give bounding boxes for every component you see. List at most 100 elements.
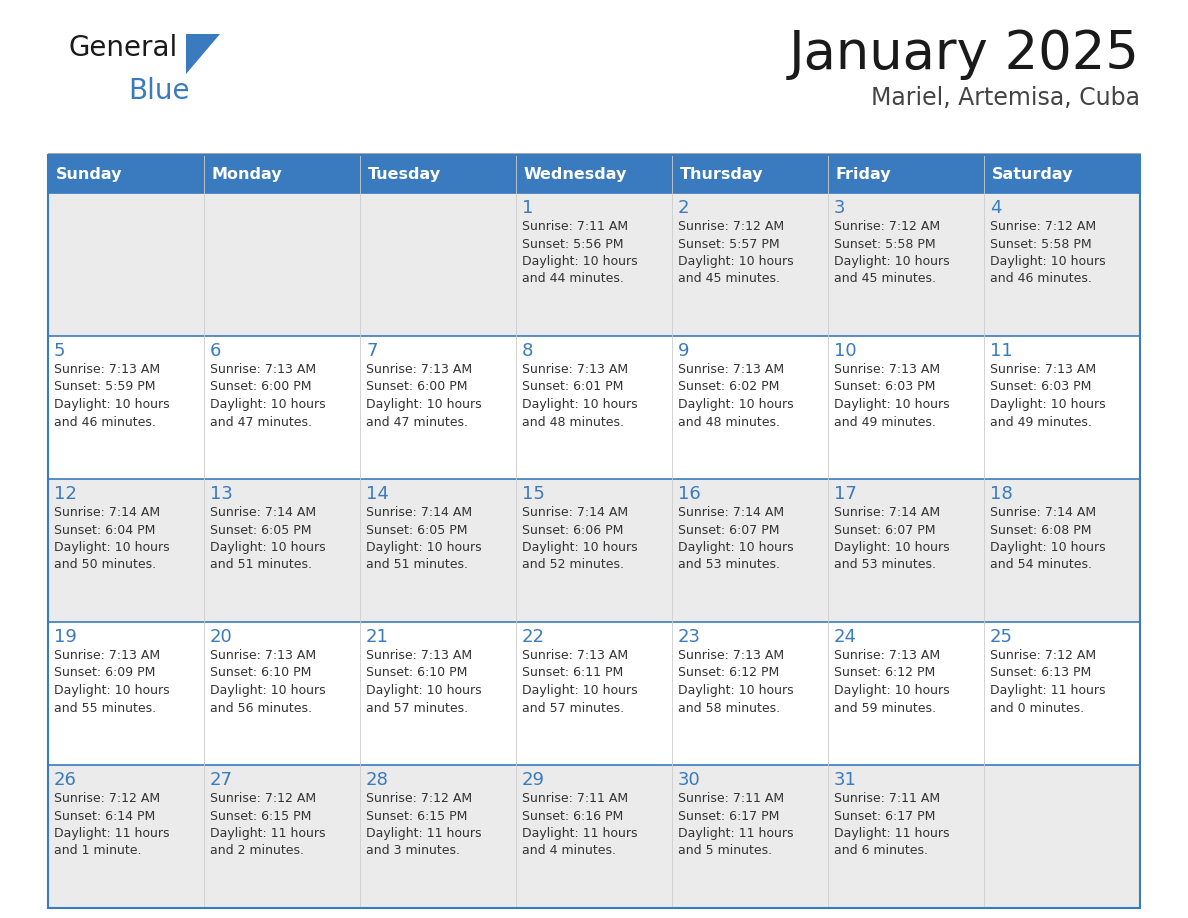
Text: 4: 4 <box>990 199 1001 217</box>
Text: 3: 3 <box>834 199 846 217</box>
Bar <box>828 336 984 479</box>
Bar <box>516 193 672 336</box>
Bar <box>984 622 1140 765</box>
Text: Sunrise: 7:13 AM
Sunset: 6:10 PM
Daylight: 10 hours
and 57 minutes.: Sunrise: 7:13 AM Sunset: 6:10 PM Dayligh… <box>366 649 481 714</box>
Text: Sunrise: 7:13 AM
Sunset: 6:11 PM
Daylight: 10 hours
and 57 minutes.: Sunrise: 7:13 AM Sunset: 6:11 PM Dayligh… <box>522 649 638 714</box>
Text: Sunrise: 7:13 AM
Sunset: 5:59 PM
Daylight: 10 hours
and 46 minutes.: Sunrise: 7:13 AM Sunset: 5:59 PM Dayligh… <box>53 363 170 429</box>
Text: 26: 26 <box>53 771 77 789</box>
Bar <box>48 155 1140 908</box>
Bar <box>828 622 984 765</box>
Text: Sunrise: 7:13 AM
Sunset: 6:12 PM
Daylight: 10 hours
and 59 minutes.: Sunrise: 7:13 AM Sunset: 6:12 PM Dayligh… <box>834 649 949 714</box>
Text: 1: 1 <box>522 199 533 217</box>
Text: 18: 18 <box>990 485 1012 503</box>
Text: Sunrise: 7:14 AM
Sunset: 6:06 PM
Daylight: 10 hours
and 52 minutes.: Sunrise: 7:14 AM Sunset: 6:06 PM Dayligh… <box>522 506 638 572</box>
Bar <box>672 479 828 622</box>
Text: Sunrise: 7:13 AM
Sunset: 6:03 PM
Daylight: 10 hours
and 49 minutes.: Sunrise: 7:13 AM Sunset: 6:03 PM Dayligh… <box>990 363 1106 429</box>
Text: Sunrise: 7:13 AM
Sunset: 6:12 PM
Daylight: 10 hours
and 58 minutes.: Sunrise: 7:13 AM Sunset: 6:12 PM Dayligh… <box>678 649 794 714</box>
Text: 23: 23 <box>678 628 701 646</box>
Bar <box>984 193 1140 336</box>
Bar <box>984 479 1140 622</box>
Text: Friday: Friday <box>836 166 891 182</box>
Text: 14: 14 <box>366 485 388 503</box>
Text: Sunrise: 7:14 AM
Sunset: 6:05 PM
Daylight: 10 hours
and 51 minutes.: Sunrise: 7:14 AM Sunset: 6:05 PM Dayligh… <box>210 506 326 572</box>
Text: 25: 25 <box>990 628 1013 646</box>
Text: Sunrise: 7:13 AM
Sunset: 6:00 PM
Daylight: 10 hours
and 47 minutes.: Sunrise: 7:13 AM Sunset: 6:00 PM Dayligh… <box>210 363 326 429</box>
Text: Tuesday: Tuesday <box>368 166 441 182</box>
Bar <box>204 622 360 765</box>
Bar <box>360 336 516 479</box>
Text: General: General <box>68 34 177 62</box>
Bar <box>48 193 204 336</box>
Bar <box>360 479 516 622</box>
Text: Sunrise: 7:11 AM
Sunset: 5:56 PM
Daylight: 10 hours
and 44 minutes.: Sunrise: 7:11 AM Sunset: 5:56 PM Dayligh… <box>522 220 638 285</box>
Text: 19: 19 <box>53 628 77 646</box>
Text: 5: 5 <box>53 342 65 360</box>
Text: January 2025: January 2025 <box>789 28 1140 80</box>
Text: 8: 8 <box>522 342 533 360</box>
Text: Sunrise: 7:13 AM
Sunset: 6:00 PM
Daylight: 10 hours
and 47 minutes.: Sunrise: 7:13 AM Sunset: 6:00 PM Dayligh… <box>366 363 481 429</box>
Text: 9: 9 <box>678 342 689 360</box>
Bar <box>360 622 516 765</box>
Text: Sunrise: 7:14 AM
Sunset: 6:08 PM
Daylight: 10 hours
and 54 minutes.: Sunrise: 7:14 AM Sunset: 6:08 PM Dayligh… <box>990 506 1106 572</box>
Bar <box>672 193 828 336</box>
Bar <box>360 765 516 908</box>
Text: 21: 21 <box>366 628 388 646</box>
Text: Sunrise: 7:13 AM
Sunset: 6:03 PM
Daylight: 10 hours
and 49 minutes.: Sunrise: 7:13 AM Sunset: 6:03 PM Dayligh… <box>834 363 949 429</box>
Text: Sunrise: 7:11 AM
Sunset: 6:17 PM
Daylight: 11 hours
and 6 minutes.: Sunrise: 7:11 AM Sunset: 6:17 PM Dayligh… <box>834 792 949 857</box>
Text: Sunrise: 7:11 AM
Sunset: 6:16 PM
Daylight: 11 hours
and 4 minutes.: Sunrise: 7:11 AM Sunset: 6:16 PM Dayligh… <box>522 792 638 857</box>
Bar <box>48 155 204 193</box>
Text: 12: 12 <box>53 485 77 503</box>
Text: Sunrise: 7:13 AM
Sunset: 6:10 PM
Daylight: 10 hours
and 56 minutes.: Sunrise: 7:13 AM Sunset: 6:10 PM Dayligh… <box>210 649 326 714</box>
Text: Mariel, Artemisa, Cuba: Mariel, Artemisa, Cuba <box>871 86 1140 110</box>
Text: Sunrise: 7:14 AM
Sunset: 6:07 PM
Daylight: 10 hours
and 53 minutes.: Sunrise: 7:14 AM Sunset: 6:07 PM Dayligh… <box>678 506 794 572</box>
Bar <box>516 622 672 765</box>
Bar <box>516 336 672 479</box>
Text: Sunrise: 7:14 AM
Sunset: 6:07 PM
Daylight: 10 hours
and 53 minutes.: Sunrise: 7:14 AM Sunset: 6:07 PM Dayligh… <box>834 506 949 572</box>
Text: Wednesday: Wednesday <box>524 166 627 182</box>
Bar <box>828 155 984 193</box>
Bar <box>828 479 984 622</box>
Bar <box>984 765 1140 908</box>
Text: Monday: Monday <box>211 166 283 182</box>
Text: Sunrise: 7:13 AM
Sunset: 6:09 PM
Daylight: 10 hours
and 55 minutes.: Sunrise: 7:13 AM Sunset: 6:09 PM Dayligh… <box>53 649 170 714</box>
Bar <box>360 155 516 193</box>
Text: 10: 10 <box>834 342 857 360</box>
Text: 28: 28 <box>366 771 388 789</box>
Text: 30: 30 <box>678 771 701 789</box>
Text: 29: 29 <box>522 771 545 789</box>
Bar <box>204 193 360 336</box>
Text: 31: 31 <box>834 771 857 789</box>
Bar <box>672 765 828 908</box>
Bar <box>516 155 672 193</box>
Bar <box>828 765 984 908</box>
Bar <box>672 336 828 479</box>
Bar <box>516 479 672 622</box>
Text: 15: 15 <box>522 485 545 503</box>
Text: Sunrise: 7:13 AM
Sunset: 6:02 PM
Daylight: 10 hours
and 48 minutes.: Sunrise: 7:13 AM Sunset: 6:02 PM Dayligh… <box>678 363 794 429</box>
Bar <box>828 193 984 336</box>
Bar <box>516 765 672 908</box>
Text: Sunrise: 7:13 AM
Sunset: 6:01 PM
Daylight: 10 hours
and 48 minutes.: Sunrise: 7:13 AM Sunset: 6:01 PM Dayligh… <box>522 363 638 429</box>
Bar <box>984 155 1140 193</box>
Text: Sunrise: 7:12 AM
Sunset: 6:13 PM
Daylight: 11 hours
and 0 minutes.: Sunrise: 7:12 AM Sunset: 6:13 PM Dayligh… <box>990 649 1106 714</box>
Bar <box>48 479 204 622</box>
Text: Saturday: Saturday <box>992 166 1073 182</box>
Text: Sunrise: 7:14 AM
Sunset: 6:05 PM
Daylight: 10 hours
and 51 minutes.: Sunrise: 7:14 AM Sunset: 6:05 PM Dayligh… <box>366 506 481 572</box>
Text: Sunrise: 7:12 AM
Sunset: 6:15 PM
Daylight: 11 hours
and 3 minutes.: Sunrise: 7:12 AM Sunset: 6:15 PM Dayligh… <box>366 792 481 857</box>
Text: Sunrise: 7:14 AM
Sunset: 6:04 PM
Daylight: 10 hours
and 50 minutes.: Sunrise: 7:14 AM Sunset: 6:04 PM Dayligh… <box>53 506 170 572</box>
Text: Sunrise: 7:12 AM
Sunset: 5:58 PM
Daylight: 10 hours
and 46 minutes.: Sunrise: 7:12 AM Sunset: 5:58 PM Dayligh… <box>990 220 1106 285</box>
Text: 7: 7 <box>366 342 378 360</box>
Text: 2: 2 <box>678 199 689 217</box>
Bar <box>204 479 360 622</box>
Text: 24: 24 <box>834 628 857 646</box>
Bar <box>48 622 204 765</box>
Bar <box>984 336 1140 479</box>
Text: 27: 27 <box>210 771 233 789</box>
Bar <box>672 622 828 765</box>
Text: Sunrise: 7:12 AM
Sunset: 5:57 PM
Daylight: 10 hours
and 45 minutes.: Sunrise: 7:12 AM Sunset: 5:57 PM Dayligh… <box>678 220 794 285</box>
Text: 13: 13 <box>210 485 233 503</box>
Bar <box>360 193 516 336</box>
Bar <box>204 336 360 479</box>
Text: Sunrise: 7:12 AM
Sunset: 6:15 PM
Daylight: 11 hours
and 2 minutes.: Sunrise: 7:12 AM Sunset: 6:15 PM Dayligh… <box>210 792 326 857</box>
Text: Sunrise: 7:12 AM
Sunset: 5:58 PM
Daylight: 10 hours
and 45 minutes.: Sunrise: 7:12 AM Sunset: 5:58 PM Dayligh… <box>834 220 949 285</box>
